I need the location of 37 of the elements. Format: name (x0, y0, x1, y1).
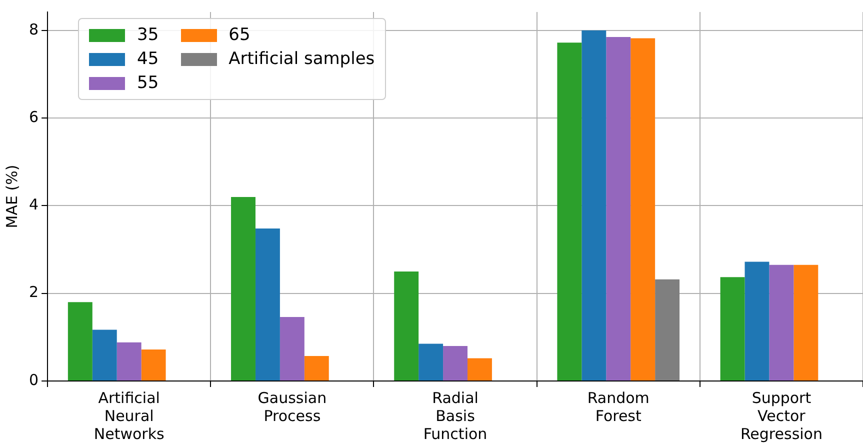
bar (720, 277, 745, 380)
x-tick-label: Artificial Neural Networks (94, 388, 164, 443)
bar (141, 349, 166, 380)
bar (655, 279, 680, 380)
y-tick-label: 6 (28, 108, 39, 126)
bar (92, 330, 117, 380)
legend-label: 35 (137, 25, 159, 45)
legend-label: Artificial samples (228, 49, 375, 69)
bar (280, 317, 304, 380)
x-tick-label: Support Vector Regression (740, 388, 822, 443)
y-tick-label: 0 (28, 370, 39, 389)
bar (304, 356, 329, 380)
bar (769, 264, 794, 380)
x-tick-label: Gaussian Process (258, 388, 327, 425)
bar (443, 346, 468, 380)
bar (468, 358, 492, 380)
x-tick-label: Random Forest (587, 388, 650, 425)
x-tick-label: Radial Basis Function (423, 388, 488, 443)
bar (744, 262, 770, 380)
y-tick-label: 2 (28, 283, 39, 302)
y-axis-title: MAE (%) (2, 164, 21, 228)
bar (255, 228, 280, 380)
y-tick-label: 8 (28, 20, 39, 38)
bar (606, 36, 631, 380)
bar (116, 342, 142, 380)
bar (418, 344, 444, 380)
y-tick-label: 4 (28, 196, 39, 214)
bar (630, 38, 656, 380)
legend-label: 45 (137, 49, 159, 69)
legend-label: 55 (137, 73, 159, 93)
bar (231, 196, 256, 380)
bar (557, 42, 582, 380)
bar (68, 302, 92, 380)
bar (394, 271, 419, 380)
legend-label: 65 (228, 25, 250, 45)
bar (582, 30, 606, 380)
bar (794, 264, 818, 380)
